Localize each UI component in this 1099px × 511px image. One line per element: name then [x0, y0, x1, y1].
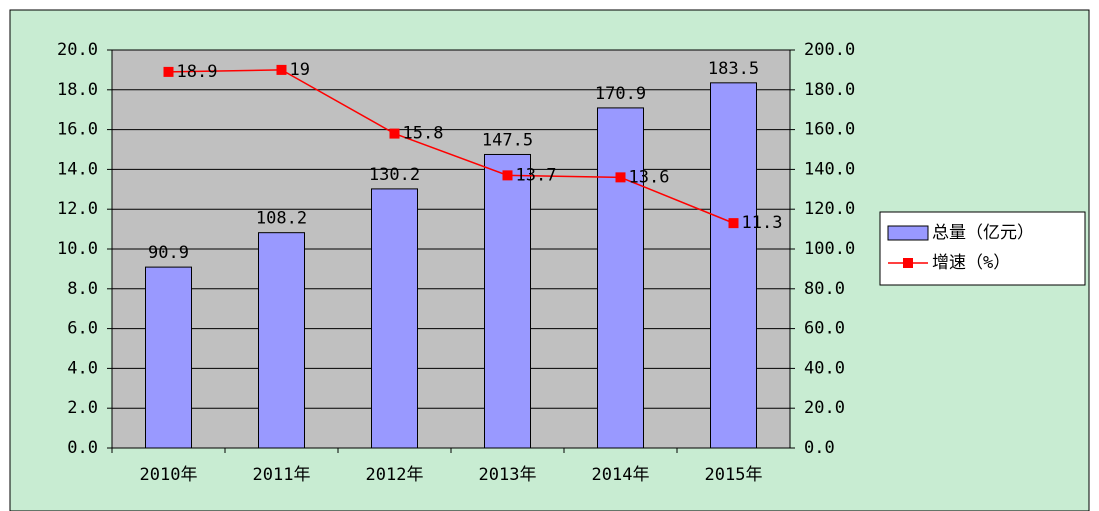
bar	[145, 266, 192, 449]
y2-tick-label: 200.0	[804, 40, 855, 60]
x-tick-label: 2012年	[366, 465, 424, 485]
x-tick-label: 2014年	[592, 465, 650, 485]
y-tick-label: 4.0	[67, 358, 98, 378]
y-tick-label: 20.0	[57, 40, 98, 60]
bar-label: 170.9	[595, 84, 646, 104]
y-tick-label: 10.0	[57, 239, 98, 259]
y-tick-label: 2.0	[67, 398, 98, 418]
y2-tick-label: 140.0	[804, 159, 855, 179]
x-tick-label: 2013年	[479, 465, 537, 485]
y2-tick-label: 160.0	[804, 120, 855, 140]
legend-swatch	[887, 225, 929, 241]
line-marker	[163, 66, 174, 77]
bar-label: 108.2	[256, 209, 307, 229]
line-marker	[728, 218, 739, 229]
line-marker	[389, 128, 400, 139]
y2-tick-label: 120.0	[804, 199, 855, 219]
point-label: 15.8	[403, 124, 444, 144]
y2-tick-label: 100.0	[804, 239, 855, 259]
x-tick-label: 2010年	[140, 465, 198, 485]
point-label: 18.9	[177, 62, 218, 82]
bar-label: 183.5	[708, 59, 759, 79]
line	[168, 69, 734, 224]
bar	[484, 153, 531, 449]
bar	[371, 188, 418, 449]
y2-tick-label: 0.0	[804, 438, 835, 458]
y-tick-label: 18.0	[57, 80, 98, 100]
bar-label: 130.2	[369, 165, 420, 185]
legend-label: 增速（%）	[932, 253, 1010, 273]
y2-tick-label: 40.0	[804, 358, 845, 378]
x-tick-label: 2011年	[253, 465, 311, 485]
y2-tick-label: 80.0	[804, 279, 845, 299]
line-marker	[276, 64, 287, 75]
y2-tick-label: 180.0	[804, 80, 855, 100]
y-tick-label: 8.0	[67, 279, 98, 299]
bar	[710, 82, 757, 449]
legend	[879, 211, 1086, 286]
bar-label: 90.9	[148, 243, 189, 263]
point-label: 13.7	[516, 165, 557, 185]
legend-label: 总量（亿元）	[932, 223, 1034, 243]
y-tick-label: 12.0	[57, 199, 98, 219]
y-tick-label: 6.0	[67, 319, 98, 339]
line-marker	[615, 172, 626, 183]
point-label: 11.3	[742, 213, 783, 233]
y-tick-label: 0.0	[67, 438, 98, 458]
point-label: 13.6	[629, 167, 670, 187]
bar-label: 147.5	[482, 130, 533, 150]
y-tick-label: 16.0	[57, 120, 98, 140]
bar	[597, 107, 644, 449]
y2-tick-label: 60.0	[804, 319, 845, 339]
y2-tick-label: 20.0	[804, 398, 845, 418]
bar	[258, 232, 305, 449]
line-marker	[502, 170, 513, 181]
x-tick-label: 2015年	[705, 465, 763, 485]
legend-swatch	[903, 258, 913, 268]
y-tick-label: 14.0	[57, 159, 98, 179]
point-label: 19	[290, 60, 310, 80]
